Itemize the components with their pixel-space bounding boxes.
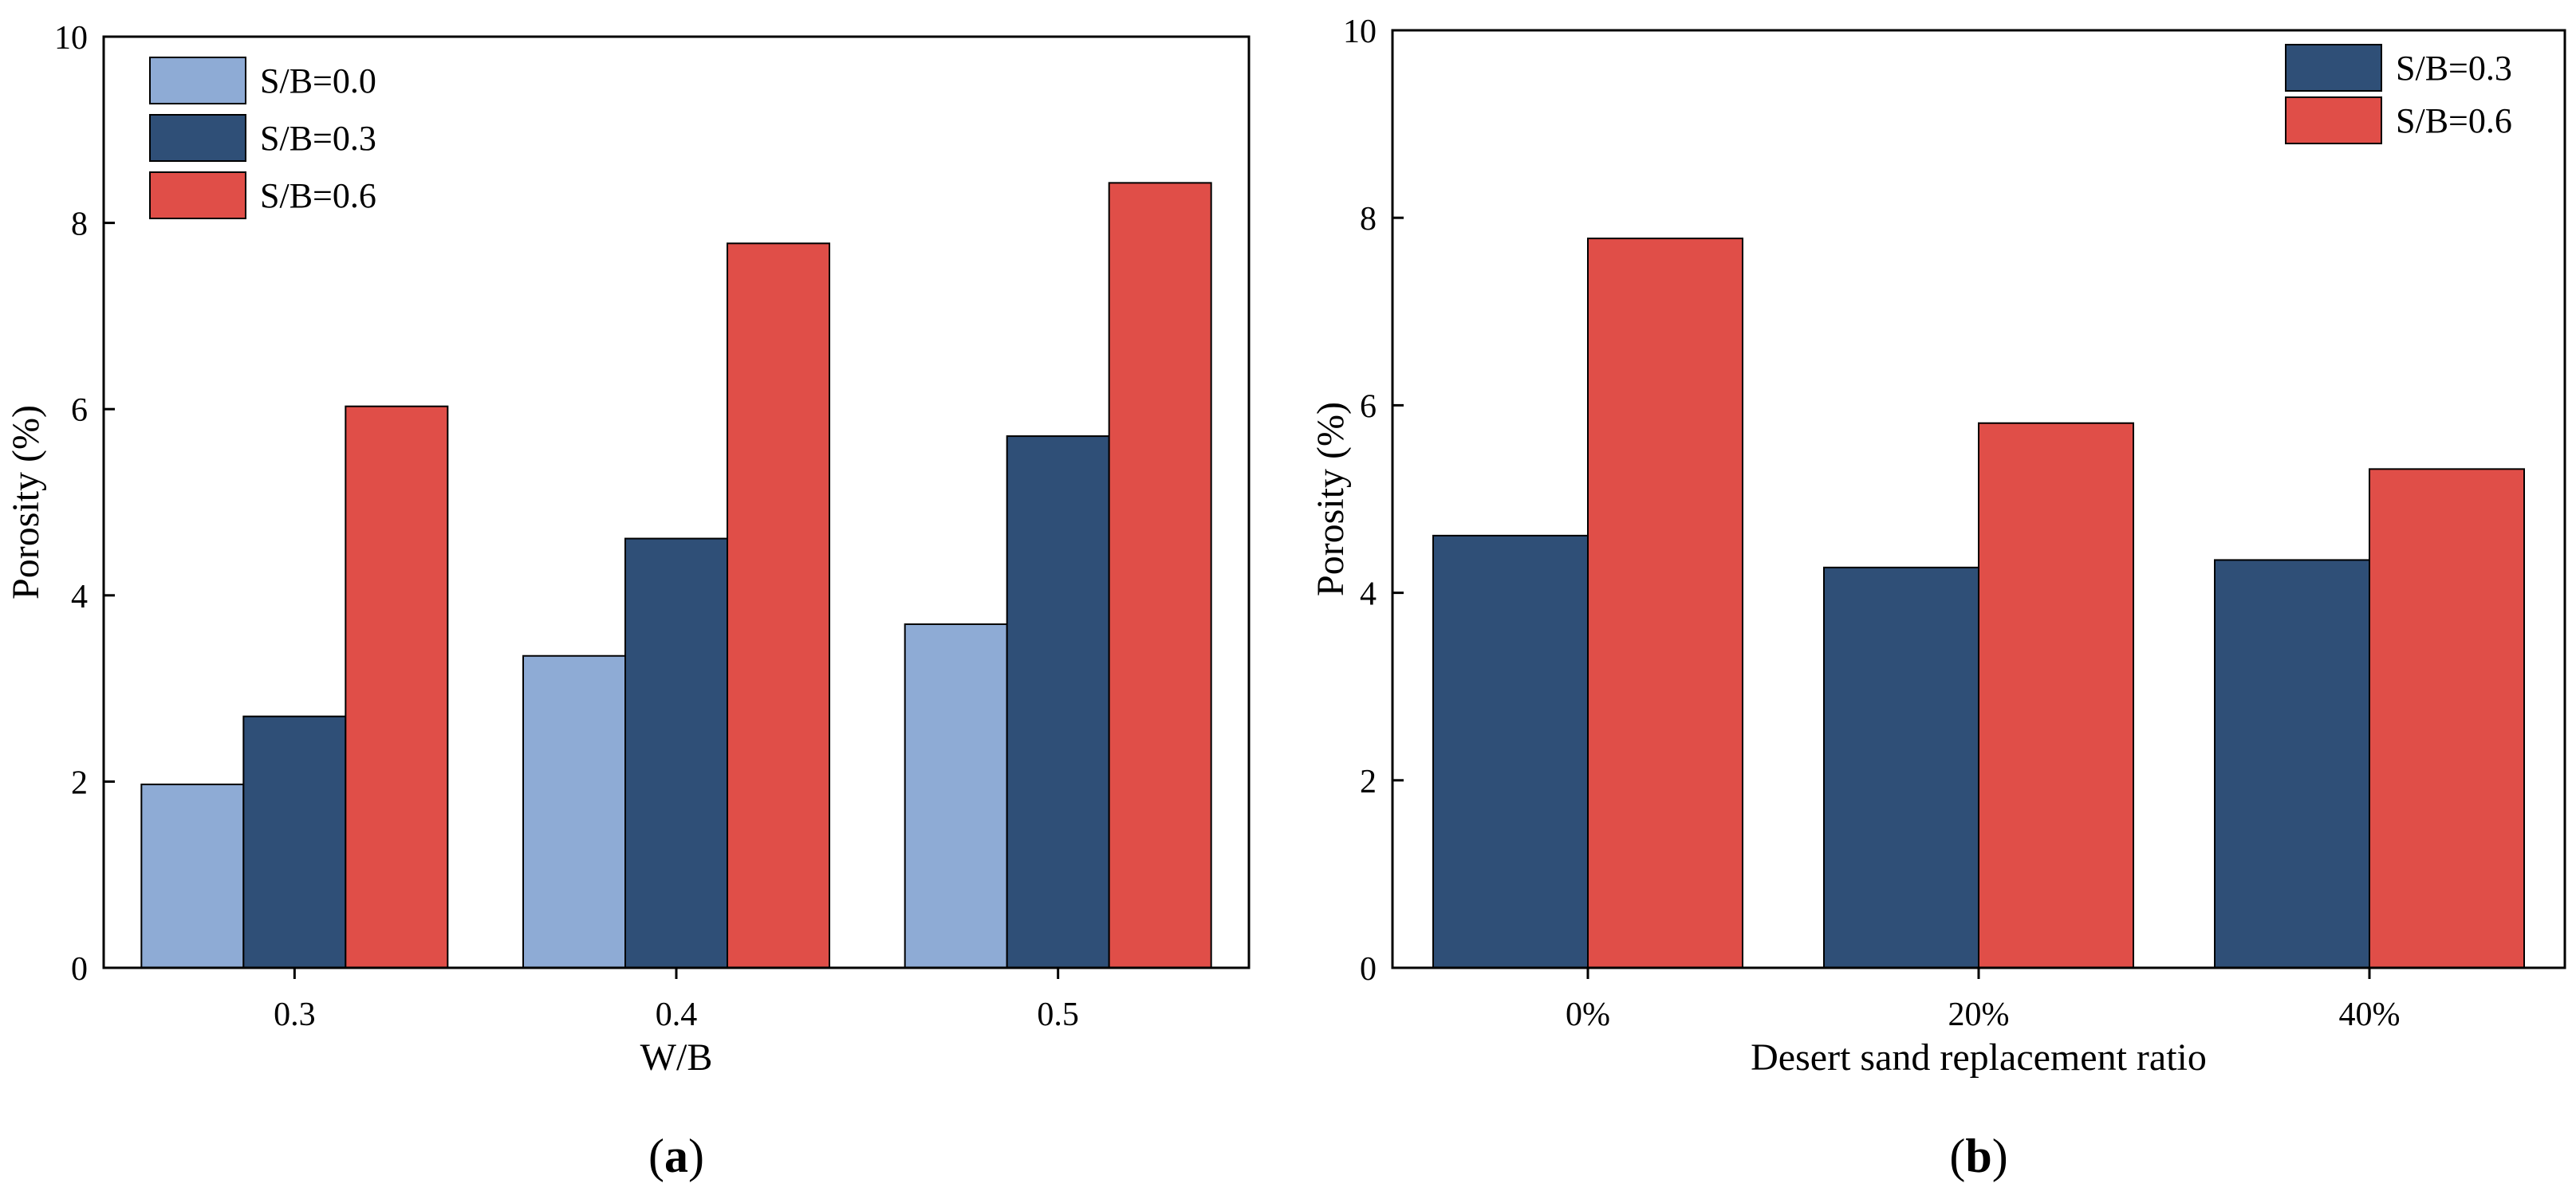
- bar-b-s-b-0-6-1: [1978, 422, 2134, 969]
- bar-a-s-b-0-6-1: [727, 242, 830, 969]
- x-axis-title-b: Desert sand replacement ratio: [1751, 1036, 2207, 1079]
- legend-swatch-a-2: [149, 171, 246, 219]
- x-axis-title-a: W/B: [640, 1036, 713, 1079]
- legend-label-a-2: S/B=0.6: [260, 176, 376, 215]
- x-tick-label-a-2: 0.5: [1037, 997, 1079, 1033]
- panel-label-b: (b): [1949, 1130, 2007, 1182]
- bar-a-s-b-0-6-2: [1108, 182, 1212, 969]
- y-axis-title-a: Porosity (%): [5, 405, 47, 600]
- legend-label-b-1: S/B=0.6: [2396, 101, 2512, 140]
- bar-b-s-b-0-3-1: [1823, 566, 1979, 969]
- bar-a-s-b-0-3-1: [624, 537, 728, 969]
- legend-swatch-b-0: [2285, 44, 2382, 92]
- legend-a: S/B=0.0 S/B=0.3 S/B=0.6: [149, 57, 376, 219]
- x-tick-label-a-0: 0.3: [274, 997, 316, 1033]
- bar-a-s-b-0-0-1: [522, 655, 626, 969]
- bar-a-s-b-0-0-0: [140, 783, 245, 969]
- y-tick-label-a-8: 8: [71, 206, 88, 243]
- legend-label-a-1: S/B=0.3: [260, 119, 376, 158]
- bar-a-s-b-0-3-0: [242, 715, 347, 969]
- y-tick-label-b-0: 0: [1360, 951, 1377, 988]
- x-tick-label-b-2: 40%: [2339, 997, 2401, 1033]
- y-tick-label-b-6: 6: [1360, 388, 1377, 425]
- legend-label-a-0: S/B=0.0: [260, 61, 376, 100]
- y-tick-label-b-2: 2: [1360, 764, 1377, 800]
- y-tick-label-b-8: 8: [1360, 201, 1377, 238]
- legend-b: S/B=0.3 S/B=0.6: [2285, 44, 2512, 144]
- bar-b-s-b-0-6-0: [1587, 238, 1743, 969]
- legend-swatch-a-0: [149, 57, 246, 104]
- x-tick-label-a-1: 0.4: [656, 997, 698, 1033]
- y-tick-label-a-6: 6: [71, 392, 88, 429]
- y-tick-label-b-10: 10: [1343, 14, 1377, 50]
- bar-a-s-b-0-0-2: [904, 623, 1008, 969]
- x-tick-label-b-1: 20%: [1948, 997, 2010, 1033]
- y-axis-title-b: Porosity (%): [1310, 402, 1352, 596]
- bar-b-s-b-0-6-2: [2369, 468, 2525, 969]
- bar-b-s-b-0-3-0: [1432, 534, 1589, 969]
- legend-swatch-a-1: [149, 114, 246, 162]
- legend-label-b-0: S/B=0.3: [2396, 49, 2512, 88]
- y-tick-label-b-4: 4: [1360, 576, 1377, 613]
- y-tick-label-a-10: 10: [54, 20, 88, 57]
- bar-a-s-b-0-3-2: [1006, 435, 1110, 969]
- bar-b-s-b-0-3-2: [2214, 559, 2370, 969]
- panel-label-a: (a): [648, 1130, 704, 1182]
- panel-b: 0 2 4 6 8 10 0% 20% 40% Desert sand replacement r…: [1310, 14, 2566, 1182]
- bar-a-s-b-0-6-0: [345, 405, 449, 969]
- y-tick-label-a-0: 0: [71, 951, 88, 988]
- y-tick-label-a-2: 2: [71, 765, 88, 801]
- legend-swatch-b-1: [2285, 96, 2382, 144]
- y-tick-label-a-4: 4: [71, 579, 88, 615]
- x-tick-label-b-0: 0%: [1566, 997, 1610, 1033]
